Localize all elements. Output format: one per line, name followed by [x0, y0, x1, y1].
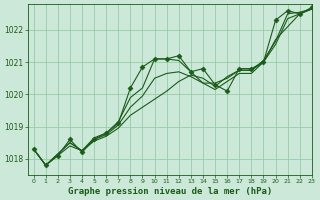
- X-axis label: Graphe pression niveau de la mer (hPa): Graphe pression niveau de la mer (hPa): [68, 187, 272, 196]
